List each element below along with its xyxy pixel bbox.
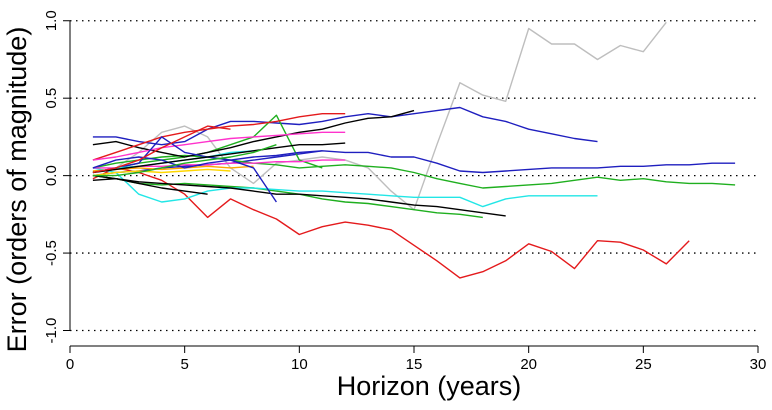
axes: 0 5 10 15 20 25 30 -1.0 -0.5 0.0 0.5 1.0 [43,10,766,373]
series-line-9 [92,174,506,217]
series-layer [92,21,736,279]
y-tick-label: -0.5 [43,240,60,266]
x-tick-label: 5 [180,356,188,373]
x-tick-label: 10 [291,356,308,373]
x-tick-label: 0 [66,356,74,373]
series-line-5 [92,154,736,189]
y-tick-label: 0.0 [43,165,60,186]
y-tick-label: 1.0 [43,10,60,31]
series-line-4 [92,106,598,146]
series-line-21 [92,125,231,174]
y-tick-label: -1.0 [43,318,60,344]
series-line-1 [92,21,667,211]
series-line-17 [92,156,277,203]
series-line-6 [92,174,483,219]
series-line-8 [92,167,598,208]
series-line-2 [92,167,690,279]
y-tick-label: 0.5 [43,88,60,109]
series-line-16 [92,168,231,177]
reference-lines [70,20,758,332]
series-line-22 [92,144,277,177]
series-line-13 [92,131,346,161]
x-tick-label: 30 [750,356,767,373]
y-axis-title: Error (orders of magnitude) [2,27,32,353]
series-line-20 [92,142,346,174]
x-tick-label: 25 [635,356,652,373]
x-axis-title: Horizon (years) [337,371,522,401]
series-line-10 [92,109,415,158]
x-tick-label: 15 [406,356,423,373]
series-line-11 [92,177,208,195]
x-tick-label: 20 [520,356,537,373]
